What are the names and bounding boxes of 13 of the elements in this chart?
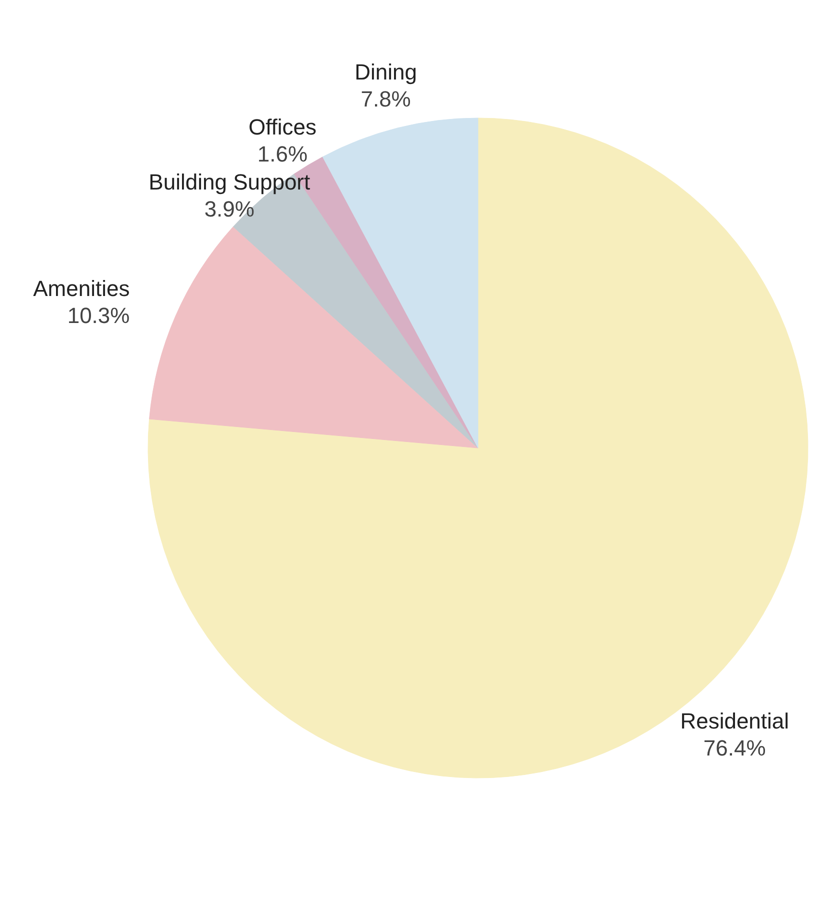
pie-slice	[322, 118, 478, 448]
data-label: 7.8%	[360, 86, 411, 112]
data-label: 10.3%	[67, 302, 130, 328]
slice-label: Building Support	[148, 169, 310, 194]
data-label: 76.4%	[703, 735, 766, 760]
slice-label: Offices	[248, 114, 317, 140]
slice-label: Amenities	[33, 276, 130, 301]
pie-slice	[149, 226, 478, 448]
slice-label: Residential	[680, 708, 790, 734]
data-label: 1.6%	[257, 141, 308, 166]
slice-label: Dining	[354, 59, 417, 84]
data-label: 3.9%	[204, 196, 254, 222]
pie-slice	[148, 118, 808, 778]
